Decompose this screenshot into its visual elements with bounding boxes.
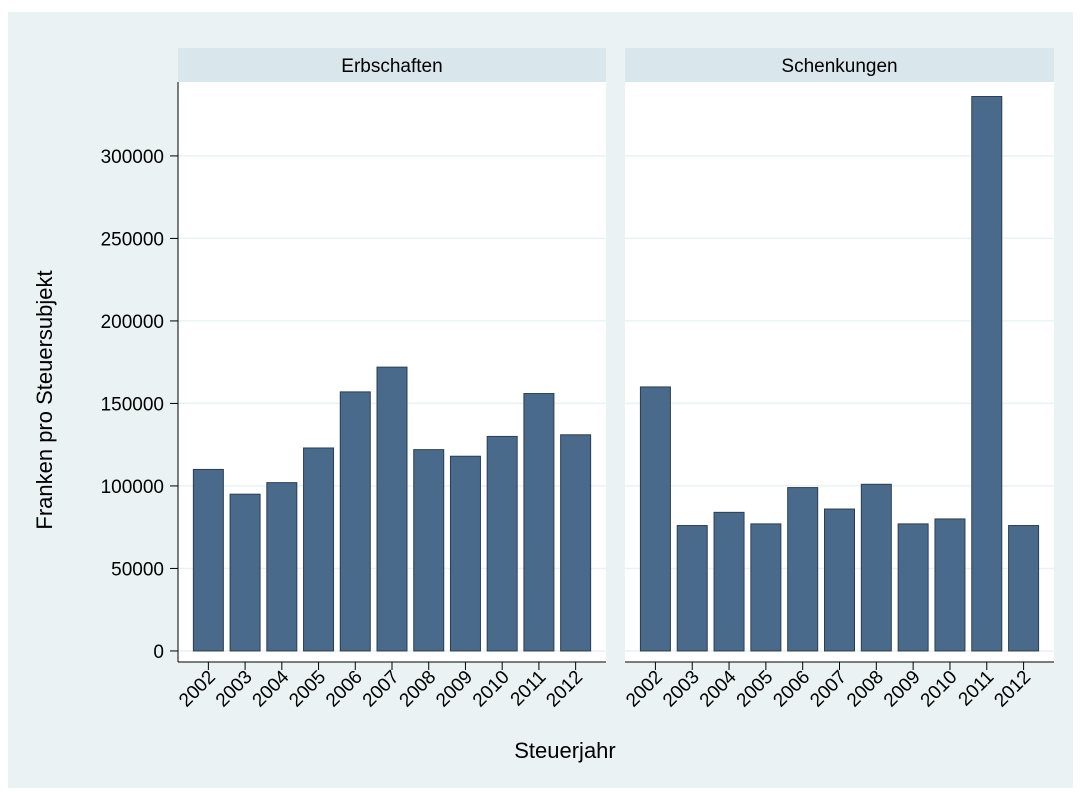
x-axis-label: Steuerjahr — [514, 738, 616, 763]
bar — [376, 366, 408, 652]
bar — [560, 434, 592, 652]
bar — [676, 525, 708, 652]
bar — [934, 518, 966, 652]
bar — [303, 447, 335, 652]
bar — [787, 487, 819, 652]
bar — [971, 96, 1003, 652]
y-tick-label: 150000 — [101, 394, 164, 415]
bar — [339, 391, 371, 652]
y-tick-label: 0 — [153, 642, 164, 663]
bar — [1008, 525, 1040, 652]
y-tick-label: 250000 — [101, 229, 164, 250]
panel-title: Schenkungen — [781, 56, 897, 77]
y-axis-label: Franken pro Steuersubjekt — [32, 270, 57, 529]
y-tick-label: 200000 — [101, 312, 164, 333]
bar — [449, 455, 481, 652]
bar — [639, 386, 671, 652]
panel-title: Erbschaften — [341, 56, 442, 77]
panel-header — [625, 48, 1054, 82]
bar — [413, 449, 445, 652]
bar — [523, 393, 555, 652]
bar — [192, 468, 224, 652]
bar — [750, 523, 782, 652]
y-tick-label: 300000 — [101, 147, 164, 168]
bar — [713, 511, 745, 652]
bar — [229, 493, 261, 652]
panel-header — [178, 48, 606, 82]
bar — [824, 508, 855, 652]
bar — [486, 435, 518, 652]
y-tick-label: 100000 — [101, 477, 164, 498]
bar — [897, 523, 929, 652]
bar — [860, 483, 892, 652]
y-tick-label: 50000 — [111, 559, 164, 580]
bar — [266, 482, 298, 652]
